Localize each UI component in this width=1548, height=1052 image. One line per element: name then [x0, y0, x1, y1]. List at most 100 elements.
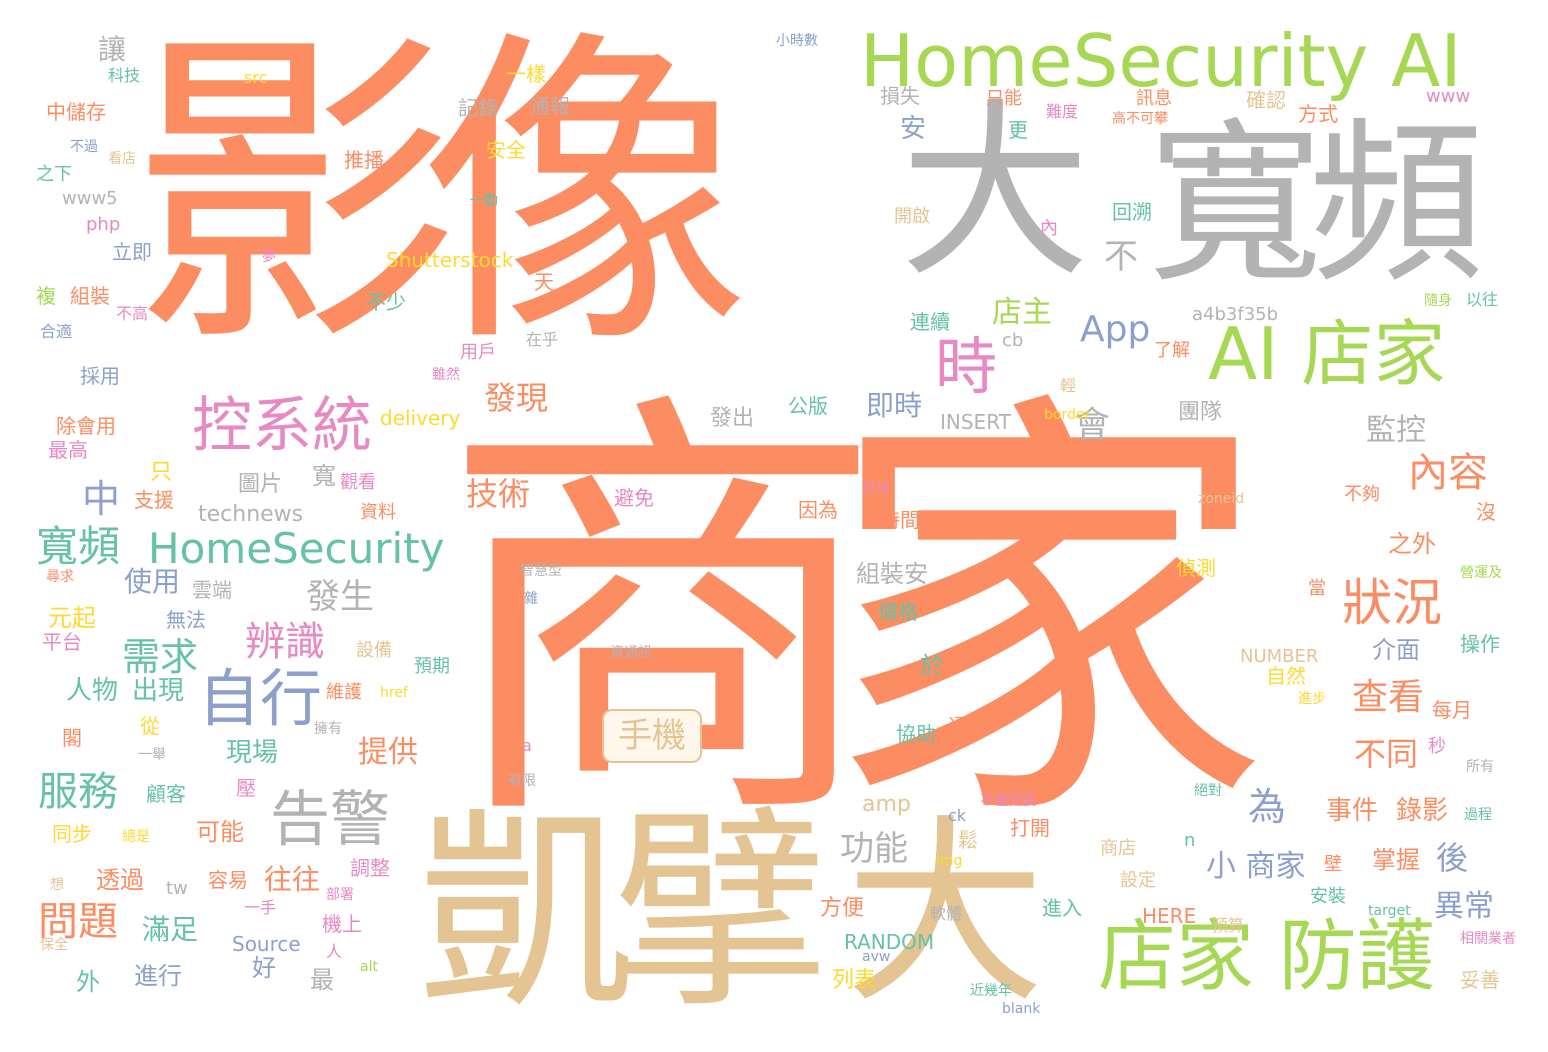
word-yingyunji: 營運及 — [1460, 565, 1502, 581]
word-tongbao: 通報 — [530, 94, 570, 118]
word-bi: 壁 — [1324, 854, 1342, 875]
word-insert: INSERT — [940, 410, 1011, 434]
word-blank: blank — [1002, 1001, 1041, 1017]
word-keji: 科技 — [108, 66, 141, 85]
word-kongxitong: 控系統 — [192, 391, 372, 461]
word-zui: 最 — [310, 966, 334, 994]
word-youxian: 有限 — [508, 773, 536, 789]
word-pingtai: 平台 — [42, 630, 82, 654]
word-zhiyuan: 支援 — [134, 488, 174, 512]
word-geng: 更 — [1008, 118, 1028, 142]
word-fuwu: 服務 — [38, 769, 118, 815]
word-suishen: 隨身 — [1424, 293, 1452, 309]
word-zuigao: 最高 — [48, 438, 88, 462]
word-touguo: 透過 — [96, 866, 144, 894]
word-tongbu: 同步 — [52, 822, 92, 846]
word-song: 鬆 — [958, 828, 978, 852]
word-img: img — [936, 853, 963, 869]
word-shezhi: 設定 — [1120, 870, 1156, 891]
word-baoquan: 保全 — [40, 937, 68, 953]
word-xiangguanyezhe: 相關業者 — [1460, 931, 1516, 947]
word-buguo: 不過 — [70, 139, 98, 155]
word-zhongchucun: 中儲存 — [46, 100, 106, 124]
word-kaibi: 凱擘 — [418, 787, 828, 1038]
word-hou: 後 — [1436, 839, 1469, 877]
word-kuanpin-large: 寬頻 — [1148, 104, 1484, 307]
word-shouji: 手機 — [602, 709, 702, 763]
word-tuandui: 團隊 — [1178, 400, 1223, 425]
word-jinru: 進入 — [1042, 896, 1082, 920]
word-nei: 內 — [1040, 218, 1058, 239]
word-shi: 時 — [935, 330, 998, 403]
word-zhangwo: 掌握 — [1372, 846, 1420, 874]
word-kuan: 寬 — [312, 462, 336, 490]
word-jiankong: 監控 — [1366, 413, 1426, 448]
word-suoyou: 所有 — [1466, 759, 1494, 775]
word-shebei: 設備 — [356, 640, 392, 661]
word-tian: 天 — [534, 270, 554, 294]
word-tiaozheng: 調整 — [350, 856, 390, 880]
word-yuanqi: 元起 — [48, 604, 96, 632]
word-liebiao: 列表 — [832, 968, 877, 993]
word-gaobukepan: 高不可攀 — [1112, 111, 1168, 127]
word-da-tan: 大 — [845, 798, 1046, 1031]
word-bushao: 不少 — [366, 290, 406, 314]
word-caiyong: 採用 — [80, 364, 120, 388]
word-number: NUMBER — [1240, 646, 1319, 667]
word-ren: 人 — [326, 942, 343, 961]
word-src: src — [244, 68, 268, 87]
word-qing: 輕 — [1060, 376, 1077, 395]
word-www5: www5 — [62, 188, 118, 209]
word-xuqiu: 需求 — [122, 635, 199, 679]
word-zhi: 只 — [150, 460, 173, 485]
word-zhiwai: 之外 — [1388, 530, 1436, 558]
word-shutterstock: Shutterstock — [386, 248, 514, 272]
word-zhineng: 只能 — [986, 88, 1022, 109]
word-wufa: 無法 — [166, 608, 206, 632]
word-luying: 錄影 — [1396, 796, 1449, 826]
word-bujinanzhuang: 不僅安裝 — [980, 793, 1036, 809]
word-yuqi: 預期 — [414, 656, 450, 677]
word-kuanpin-small: 寬頻 — [36, 522, 121, 571]
word-yiju: 一舉 — [138, 747, 166, 763]
word-zitongxun: 資通訊 — [610, 645, 652, 661]
word-caozuo: 操作 — [1460, 632, 1500, 656]
word-yongyou: 擁有 — [314, 721, 342, 737]
word-ziran: 自然 — [1266, 664, 1306, 688]
word-bugou: 不夠 — [1344, 484, 1380, 505]
word-wenti: 問題 — [38, 899, 118, 945]
word-faxian: 發現 — [484, 379, 549, 417]
word-a: a — [522, 736, 532, 755]
word-yishou: 一手 — [244, 898, 277, 917]
word-yusuan: 預算 — [1212, 916, 1245, 935]
word-bimian: 避免 — [614, 486, 654, 510]
word-jishu: 技術 — [466, 475, 531, 513]
word-xiao-shangjia: 小 商家 — [1206, 849, 1306, 884]
word-www: www — [1426, 86, 1471, 107]
word-fangshi: 方式 — [1298, 102, 1338, 126]
word-shijian: 事件 — [1326, 796, 1379, 826]
word-here: HERE — [1142, 904, 1197, 928]
word-fachu: 發出 — [710, 406, 755, 431]
word-ya: 壓 — [236, 776, 256, 800]
word-meiyue: 每月 — [1432, 698, 1472, 722]
word-liji: 立即 — [112, 240, 152, 264]
word-target: target — [1368, 903, 1411, 919]
word-homesecurity: HomeSecurity — [148, 524, 445, 573]
word-xunqiu: 尋求 — [46, 569, 74, 585]
word-cb: cb — [1002, 330, 1024, 351]
word-zuzhuangan: 組裝安 — [856, 560, 928, 588]
word-ge: 閣 — [62, 726, 82, 750]
word-xunxi: 訊息 — [1136, 88, 1172, 109]
word-ziliao: 資料 — [360, 502, 396, 523]
word-weihu: 維護 — [326, 682, 362, 703]
word-shijian2: 時間 — [880, 508, 920, 532]
word-ai-dianjia: AI 店家 — [1208, 312, 1446, 396]
word-guke: 顧客 — [146, 782, 186, 806]
word-keneng: 可能 — [196, 818, 244, 846]
word-jishang: 機上 — [322, 912, 362, 936]
word-yu: 於 — [920, 652, 944, 680]
word-rongyi: 容易 — [208, 868, 248, 892]
word-tigong: 提供 — [358, 735, 418, 770]
word-yinwei: 因為 — [798, 498, 838, 522]
